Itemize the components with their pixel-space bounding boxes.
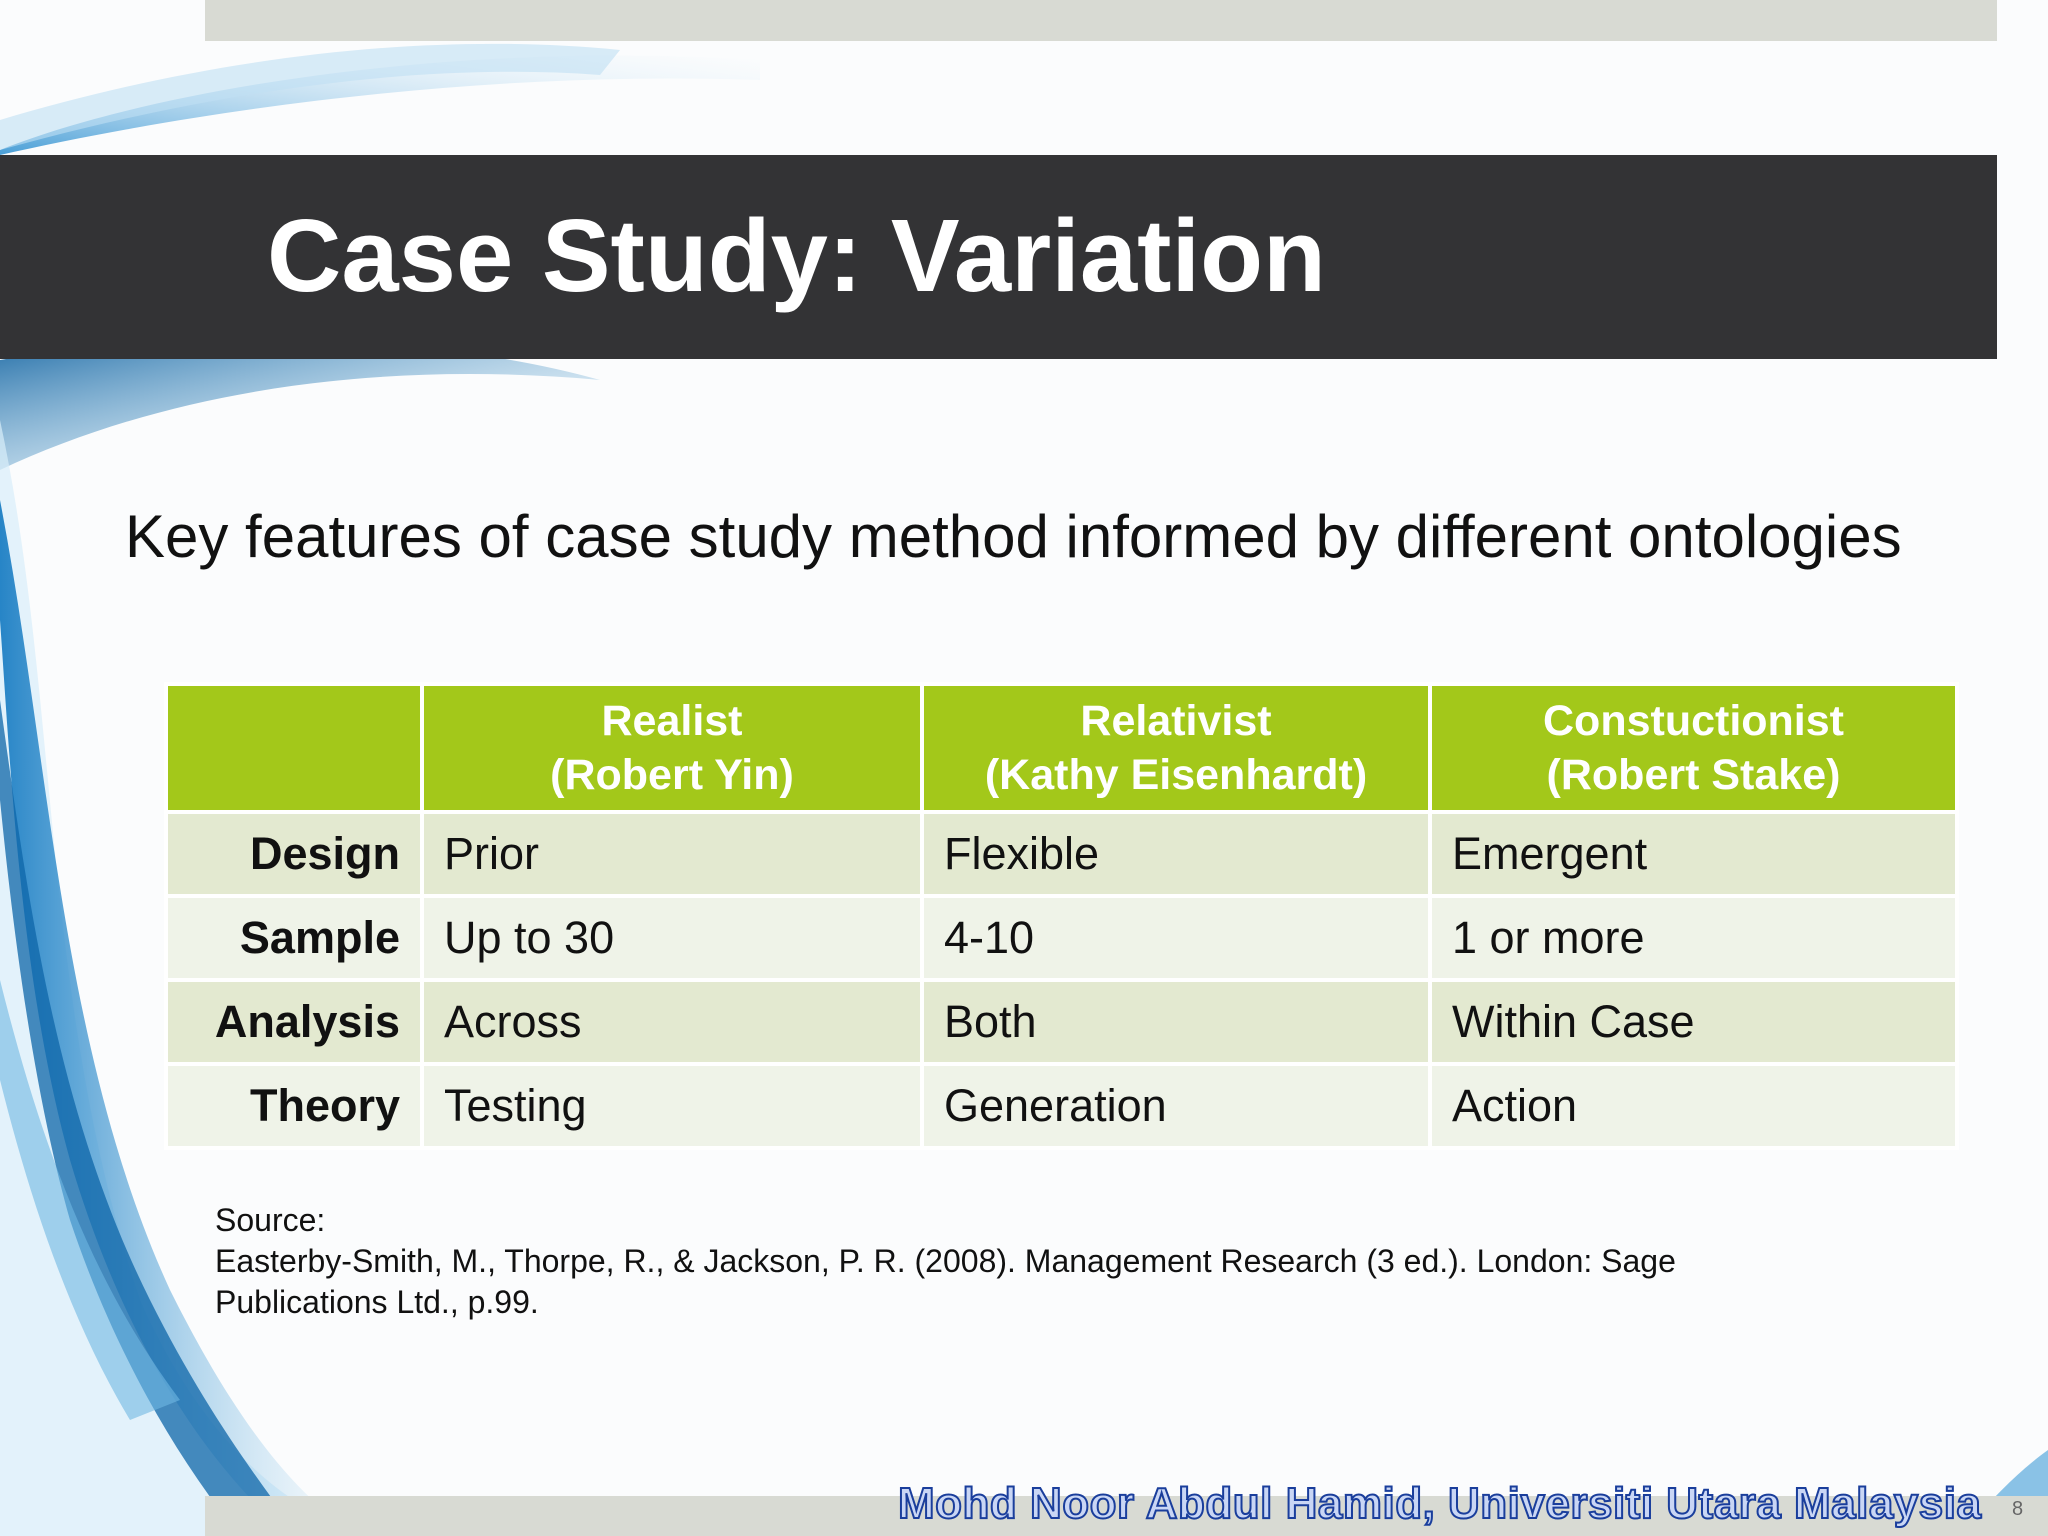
header-ontology: Constuctionist <box>1543 697 1844 745</box>
header-ontology: Relativist <box>1080 697 1272 745</box>
table-cell: Generation <box>920 1062 1432 1150</box>
header-author: (Robert Yin) <box>550 751 794 799</box>
table-header-cell: Realist (Robert Yin) <box>420 682 924 814</box>
row-label: Analysis <box>164 978 424 1066</box>
table-cell: Action <box>1428 1062 1959 1150</box>
source-label: Source: <box>215 1202 326 1238</box>
title-band <box>0 155 1997 359</box>
ontology-comparison-table: Realist (Robert Yin) Relativist (Kathy E… <box>164 682 1959 1150</box>
table-cell: 1 or more <box>1428 894 1959 982</box>
table-row: Analysis Across Both Within Case <box>164 978 1959 1066</box>
source-reference: Easterby-Smith, M., Thorpe, R., & Jackso… <box>215 1243 1676 1320</box>
source-citation: Source: Easterby-Smith, M., Thorpe, R., … <box>215 1200 1815 1323</box>
table-cell: 4-10 <box>920 894 1432 982</box>
table-cell: Up to 30 <box>420 894 924 982</box>
header-author: (Kathy Eisenhardt) <box>984 751 1368 799</box>
top-decorative-bar <box>205 0 1997 41</box>
table-header-cell: Relativist (Kathy Eisenhardt) <box>920 682 1432 814</box>
table-header-cell: Constuctionist (Robert Stake) <box>1428 682 1959 814</box>
table-cell: Flexible <box>920 810 1432 898</box>
table-cell: Across <box>420 978 924 1066</box>
slide-subtitle: Key features of case study method inform… <box>125 503 1902 570</box>
table-cell: Within Case <box>1428 978 1959 1066</box>
table-header-cell-empty <box>164 682 424 814</box>
table-row: Design Prior Flexible Emergent <box>164 810 1959 898</box>
footer-author-credit: Mohd Noor Abdul Hamid, Universiti Utara … <box>897 1478 1982 1529</box>
table-cell: Prior <box>420 810 924 898</box>
row-label: Sample <box>164 894 424 982</box>
bottom-decorative-bar <box>205 1496 2048 1536</box>
row-label: Design <box>164 810 424 898</box>
header-ontology: Realist <box>601 697 743 745</box>
row-label: Theory <box>164 1062 424 1150</box>
table-row: Theory Testing Generation Action <box>164 1062 1959 1150</box>
table-row: Sample Up to 30 4-10 1 or more <box>164 894 1959 982</box>
page-number: 8 <box>2012 1498 2024 1520</box>
header-author: (Robert Stake) <box>1546 751 1841 799</box>
table-header-row: Realist (Robert Yin) Relativist (Kathy E… <box>164 682 1959 814</box>
table-cell: Both <box>920 978 1432 1066</box>
table-cell: Testing <box>420 1062 924 1150</box>
table-cell: Emergent <box>1428 810 1959 898</box>
slide-title: Case Study: Variation <box>267 198 1326 313</box>
